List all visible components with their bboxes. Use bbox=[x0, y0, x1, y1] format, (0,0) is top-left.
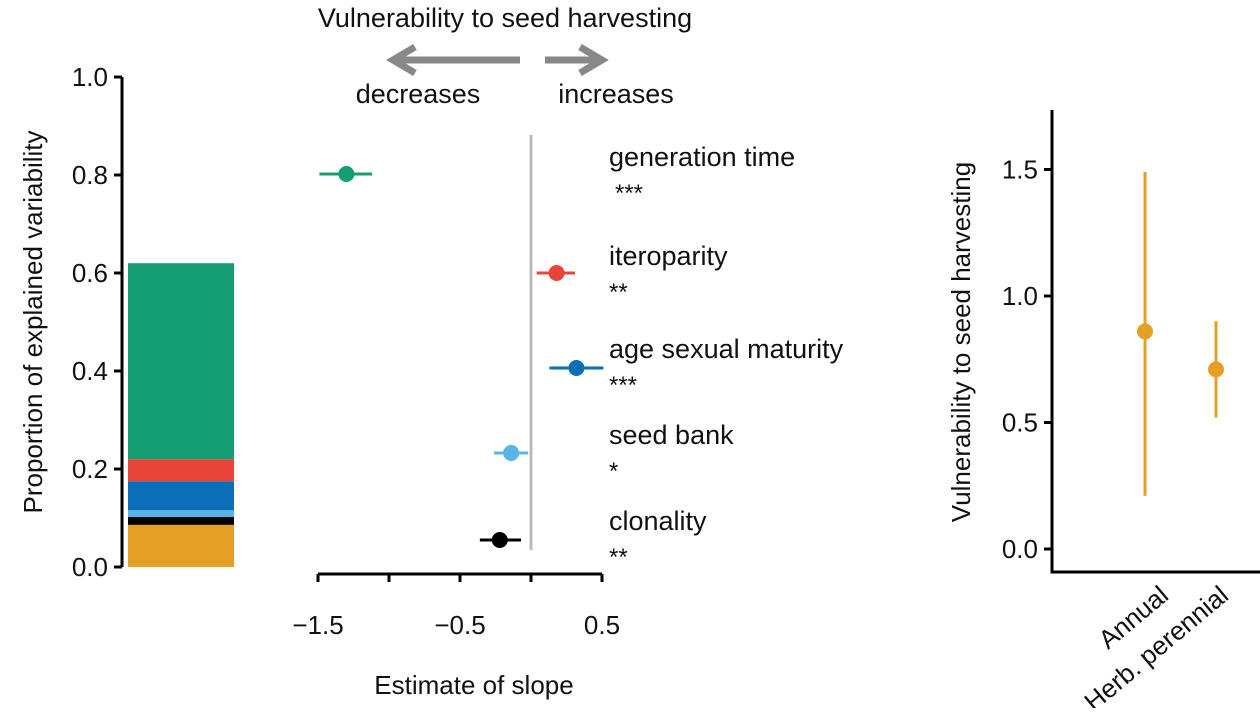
bar-segment-annual-perennial bbox=[128, 524, 234, 567]
trait-label: clonality bbox=[609, 506, 707, 536]
bar-segment-age-sexual-maturity bbox=[128, 481, 234, 511]
x-tick-label: −0.5 bbox=[434, 610, 485, 640]
y-axis-label: Proportion of explained variability bbox=[18, 131, 48, 514]
y-tick-label: 1.5 bbox=[1002, 155, 1038, 185]
y-tick-label: 0.5 bbox=[1002, 408, 1038, 438]
y-tick-label: 0.2 bbox=[72, 454, 108, 484]
significance-label: ** bbox=[609, 279, 628, 306]
point bbox=[1208, 361, 1224, 378]
point-generation-time bbox=[338, 166, 355, 182]
x-axis-label: Estimate of slope bbox=[374, 670, 573, 700]
vulnerability-panel: 0.0 0.5 1.0 1.5 Vulnerability to seed harves… bbox=[946, 110, 1260, 713]
x-tick-label: 0.5 bbox=[584, 610, 620, 640]
y-axis-label: Vulnerability to seed harvesting bbox=[946, 162, 976, 522]
y-tick-label: 0.6 bbox=[72, 258, 108, 288]
point-clonality bbox=[491, 532, 508, 548]
axes bbox=[1050, 110, 1260, 574]
trait-label: generation time bbox=[609, 142, 795, 172]
significance-label: *** bbox=[609, 372, 637, 399]
point-seed-bank bbox=[503, 445, 520, 461]
significance-label: ** bbox=[609, 544, 628, 571]
significance-label: * bbox=[609, 458, 618, 485]
y-tick-label: 0.4 bbox=[72, 356, 108, 386]
bar-segment-seed-bank bbox=[128, 510, 234, 518]
bar-segment-clonality bbox=[128, 517, 234, 525]
point-age-sexual-maturity bbox=[568, 360, 585, 376]
y-tick-label: 0.0 bbox=[72, 552, 108, 582]
forest-title: Vulnerability to seed harvesting bbox=[318, 3, 692, 33]
y-tick-label: 0.8 bbox=[72, 160, 108, 190]
stacked-bar-panel: 0.0 0.2 0.4 0.6 0.8 1.0 Proportion of explaine… bbox=[18, 62, 234, 582]
left-arrow-icon bbox=[386, 43, 520, 77]
trait-label: age sexual maturity bbox=[609, 334, 844, 364]
y-tick-label: 1.0 bbox=[72, 62, 108, 92]
bar-segment-iteroparity bbox=[128, 459, 234, 482]
trait-label: iteroparity bbox=[609, 241, 728, 271]
bar-segment-generation-time bbox=[128, 263, 234, 460]
significance-label: *** bbox=[615, 180, 643, 207]
forest-plot-panel: Vulnerability to seed harvesting decrease… bbox=[292, 3, 843, 700]
decreases-label: decreases bbox=[356, 79, 481, 109]
increases-label: increases bbox=[558, 79, 674, 109]
x-tick-label: −1.5 bbox=[292, 610, 343, 640]
trait-label: seed bank bbox=[609, 420, 734, 450]
point bbox=[1137, 323, 1153, 340]
y-tick-label: 1.0 bbox=[1002, 281, 1038, 311]
right-arrow-icon bbox=[545, 43, 609, 77]
y-tick-label: 0.0 bbox=[1002, 534, 1038, 564]
point-iteroparity bbox=[548, 265, 565, 281]
